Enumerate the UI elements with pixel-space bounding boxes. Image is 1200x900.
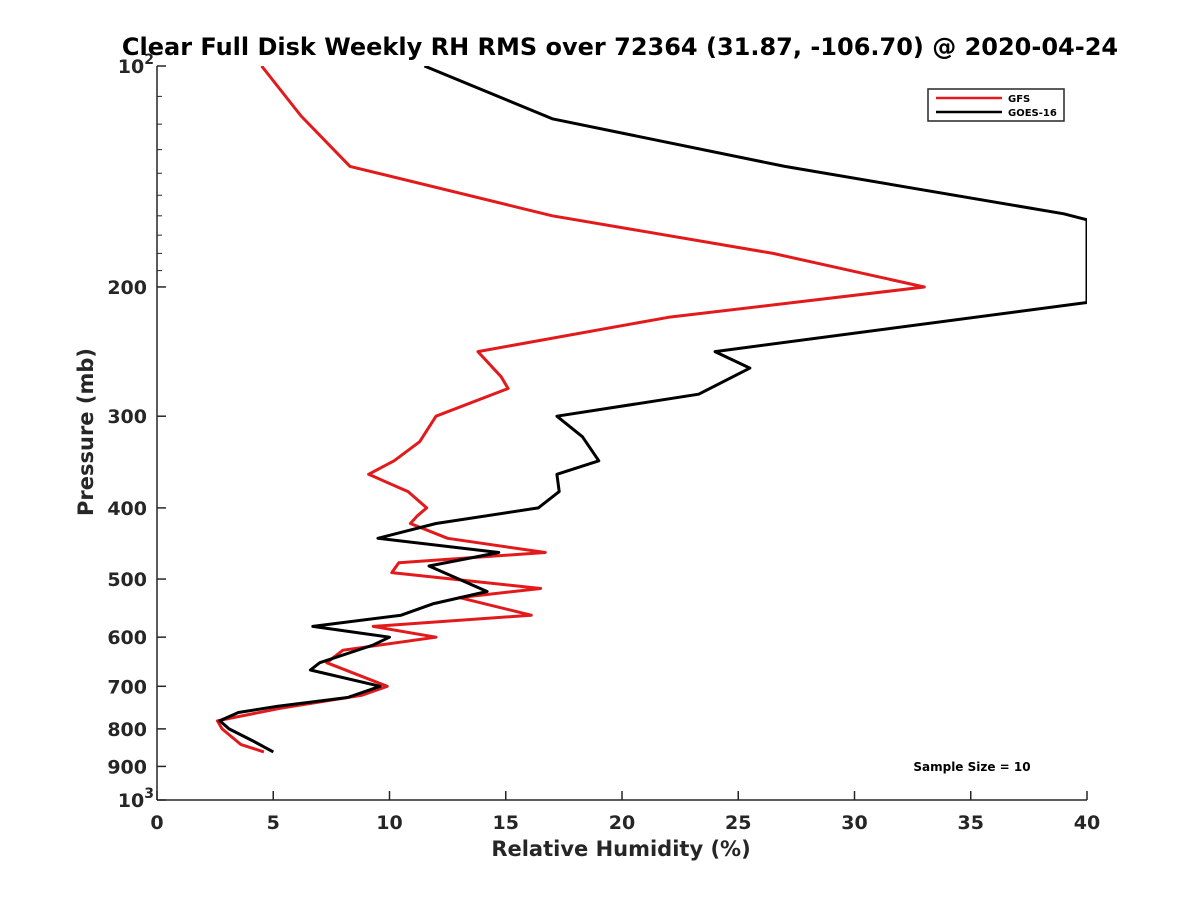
y-tick-label: 200: [107, 277, 147, 299]
x-tick-label: 5: [267, 812, 280, 834]
y-tick-label: 800: [107, 719, 147, 741]
y-axis-label: Pressure (mb): [74, 348, 98, 516]
y-tick-label: 900: [107, 756, 147, 778]
y-tick-label: 102: [118, 52, 154, 78]
legend: GFS GOES-16: [927, 88, 1065, 122]
y-tick-label: 103: [118, 786, 154, 812]
series-group: [215, 66, 1087, 754]
y-tick-label: 500: [107, 569, 147, 591]
x-tick-label: 15: [493, 812, 519, 834]
y-tick-label: 700: [107, 676, 147, 698]
x-tick-label: 0: [150, 812, 163, 834]
x-axis-label: Relative Humidity (%): [491, 837, 750, 861]
x-tick-label: 25: [725, 812, 751, 834]
x-tick-label: 40: [1074, 812, 1100, 834]
series-line-goes-16: [218, 66, 1087, 754]
sample-size-annotation: Sample Size = 10: [913, 760, 1030, 774]
x-axis: 0 5 10 15 20 25 30 35 40: [150, 791, 1100, 834]
legend-box: [927, 88, 1065, 122]
y-tick-label: 300: [107, 406, 147, 428]
x-tick-label: 30: [841, 812, 867, 834]
legend-label: GFS: [1008, 94, 1030, 105]
y-axis: 102 200 300 400 500 600 700 800 900 103: [107, 52, 166, 812]
chart-title: Clear Full Disk Weekly RH RMS over 72364…: [122, 33, 1118, 61]
series-line-gfs: [215, 66, 926, 754]
y-tick-label: 600: [107, 627, 147, 649]
x-tick-label: 35: [958, 812, 984, 834]
x-tick-label: 10: [376, 812, 402, 834]
x-tick-label: 20: [609, 812, 635, 834]
y-tick-label: 400: [107, 498, 147, 520]
legend-label: GOES-16: [1008, 108, 1057, 119]
